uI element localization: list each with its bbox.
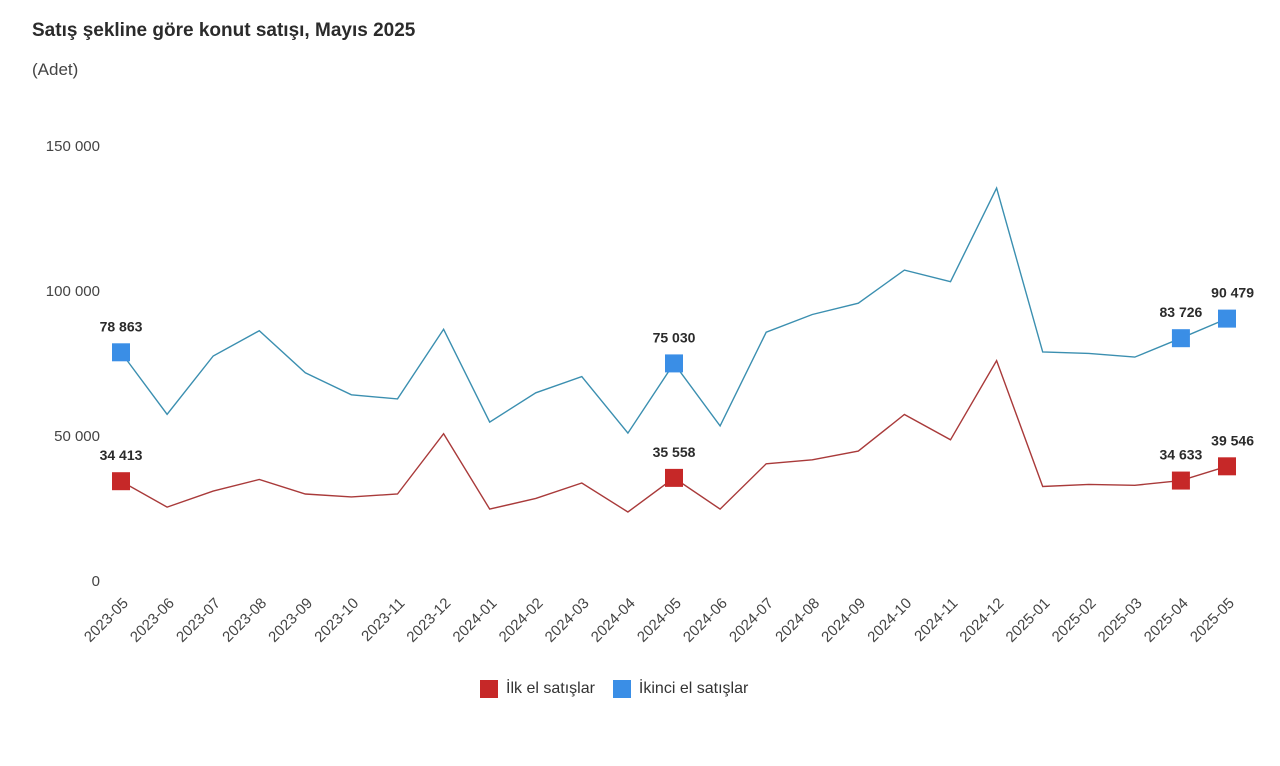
data-label: 78 863 (100, 318, 143, 334)
legend-item-ikinci-el[interactable]: İkinci el satışlar (612, 680, 749, 698)
data-point-marker (665, 468, 683, 487)
y-tick-label: 0 (92, 573, 100, 590)
x-tick-label: 2023-11 (358, 595, 408, 645)
y-tick-label: 100 000 (46, 283, 100, 300)
data-point-marker (1171, 329, 1190, 348)
legend-swatch-ikinci-el (612, 680, 631, 698)
legend-label-ikinci-el: İkinci el satışlar (638, 680, 749, 697)
x-tick-label: 2023-08 (219, 595, 270, 646)
x-tick-label: 2025-02 (1049, 595, 1100, 646)
data-point-marker (1171, 471, 1190, 490)
x-tick-label: 2024-12 (956, 595, 1007, 646)
data-label: 34 413 (100, 447, 143, 463)
x-tick-label: 2025-05 (1187, 595, 1238, 646)
x-tick-label: 2023-09 (265, 595, 316, 646)
x-tick-label: 2024-09 (818, 595, 869, 646)
x-tick-label: 2025-03 (1095, 595, 1146, 646)
chart-legend: İlk el satışlar İkinci el satışlar (480, 680, 748, 698)
y-tick-label: 150 000 (46, 138, 100, 155)
data-point-marker (665, 354, 683, 373)
x-tick-label: 2023-10 (311, 595, 362, 646)
x-tick-label: 2024-03 (542, 595, 593, 646)
y-tick-label: 50 000 (54, 428, 100, 445)
x-tick-label: 2024-02 (496, 595, 547, 646)
data-point-marker (112, 343, 130, 362)
series-line-1 (120, 186, 1228, 435)
x-tick-label: 2023-07 (173, 595, 224, 646)
x-tick-label: 2024-10 (864, 595, 915, 646)
x-tick-label: 2023-12 (403, 595, 454, 646)
data-point-marker (1218, 457, 1236, 476)
data-label: 75 030 (653, 329, 696, 345)
legend-swatch-ilk-el (480, 680, 498, 698)
series-line-0 (120, 358, 1228, 513)
data-label: 83 726 (1160, 304, 1203, 320)
legend-item-ilk-el[interactable]: İlk el satışlar (480, 680, 595, 698)
x-tick-label: 2023-06 (127, 595, 178, 646)
data-label: 90 479 (1211, 285, 1254, 301)
data-label: 39 546 (1211, 432, 1254, 448)
x-tick-label: 2024-04 (588, 595, 639, 646)
data-point-marker (112, 472, 130, 491)
data-point-marker (1218, 309, 1236, 328)
legend-label-ilk-el: İlk el satışlar (506, 680, 595, 697)
x-tick-label: 2024-05 (634, 595, 685, 646)
data-label: 35 558 (653, 444, 696, 460)
x-tick-label: 2025-04 (1141, 595, 1192, 646)
chart-subtitle: (Adet) (32, 60, 79, 79)
x-tick-label: 2024-01 (450, 595, 501, 646)
x-tick-label: 2024-08 (772, 595, 823, 646)
x-tick-label: 2023-05 (81, 595, 132, 646)
x-tick-label: 2024-06 (680, 595, 731, 646)
data-label: 34 633 (1160, 447, 1203, 463)
chart-title: Satış şekline göre konut satışı, Mayıs 2… (32, 20, 416, 41)
x-tick-label: 2024-11 (911, 595, 961, 645)
x-tick-label: 2025-01 (1003, 595, 1054, 646)
x-tick-label: 2024-07 (726, 595, 777, 646)
